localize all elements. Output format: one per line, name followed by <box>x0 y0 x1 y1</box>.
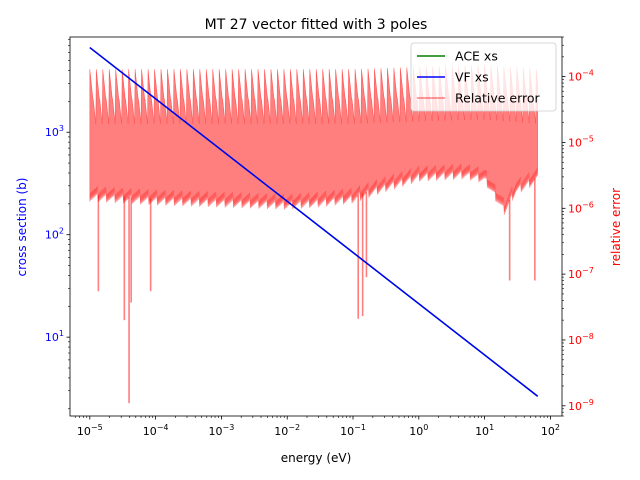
x-tick-label-0: 10−5 <box>77 423 103 438</box>
series-group <box>89 46 539 404</box>
chart-title: MT 27 vector fitted with 3 poles <box>205 17 428 33</box>
y-right-tick-label-5: 10−4 <box>568 69 594 84</box>
y-right-tick-label-1: 10−8 <box>568 332 594 347</box>
x-tick-label-3: 10−2 <box>274 423 300 438</box>
legend-label-0: ACE xs <box>455 49 498 64</box>
plot-frame <box>69 36 563 417</box>
y-right-tick-label-0: 10−9 <box>568 398 594 413</box>
legend-box <box>410 42 557 112</box>
legend: ACE xs VF xs Relative error <box>410 42 557 112</box>
legend-label-2: Relative error <box>455 91 541 106</box>
legend-label-1: VF xs <box>455 70 489 85</box>
y-right-tick-label-4: 10−5 <box>568 134 594 149</box>
y-left-tick-label-1: 102 <box>45 227 64 242</box>
axes: 10−5 10−4 10−3 10−2 10−1 100 101 102 101 102 103 10… <box>45 36 594 438</box>
x-tick-label-2: 10−3 <box>209 423 235 438</box>
y-left-tick-label-0: 101 <box>45 329 64 344</box>
y-right-tick-label-2: 10−7 <box>568 266 594 281</box>
x-tick-label-1: 10−4 <box>143 423 169 438</box>
y-right-tick-label-3: 10−6 <box>568 200 594 215</box>
x-axis-label: energy (eV) <box>281 451 352 465</box>
y-left-tick-label-2: 103 <box>45 124 64 139</box>
y-axis-label-right: relative error <box>609 188 623 266</box>
plot-area <box>89 46 539 404</box>
x-tick-label-6: 101 <box>475 423 494 438</box>
relative-error-band <box>89 65 538 215</box>
x-tick-label-4: 10−1 <box>340 423 366 438</box>
x-tick-label-7: 102 <box>541 423 560 438</box>
y-axis-label-left: cross section (b) <box>15 178 29 277</box>
x-tick-label-5: 100 <box>409 423 428 438</box>
series-line-vf-xs <box>89 46 539 397</box>
